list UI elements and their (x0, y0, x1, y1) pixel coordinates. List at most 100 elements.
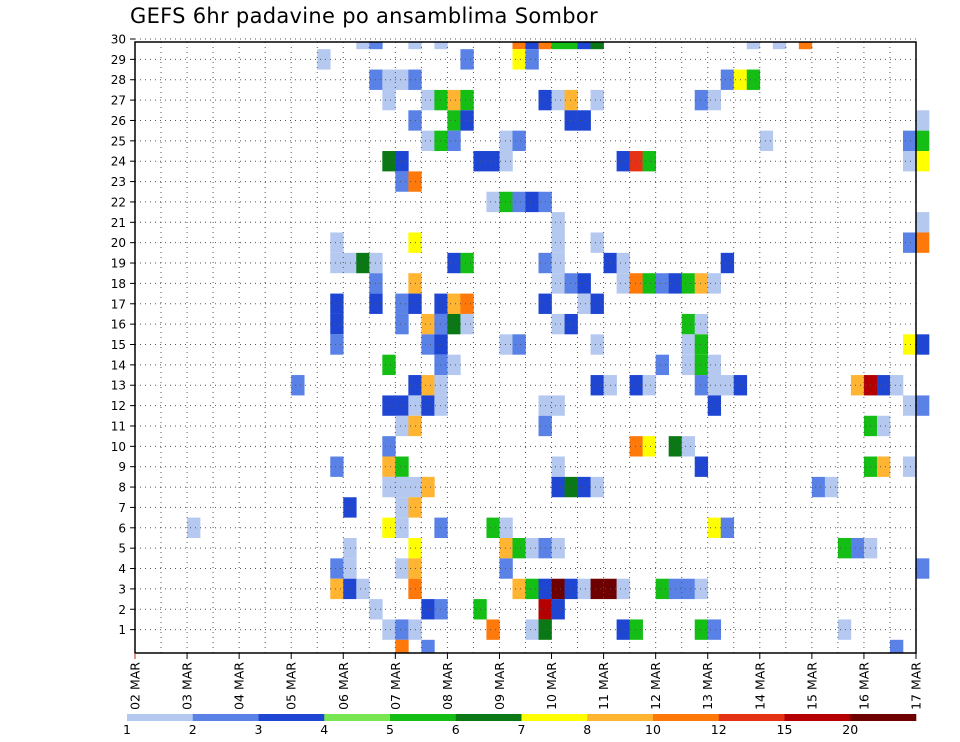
heatmap-cell (798, 42, 813, 50)
y-tick-label: 6 (118, 521, 126, 535)
heatmap-cell (902, 151, 917, 172)
heatmap-cell (564, 110, 578, 131)
heatmap-cell (772, 42, 787, 50)
y-tick-label: 16 (111, 318, 126, 332)
heatmap-cell (447, 293, 461, 314)
legend-swatch (390, 714, 457, 721)
heatmap-cell (330, 578, 344, 600)
heatmap-cell (616, 578, 630, 600)
heatmap-cell (642, 273, 656, 294)
heatmap-cell (916, 232, 930, 253)
y-tick-label: 11 (111, 419, 126, 433)
heatmap-cell (902, 395, 917, 416)
cells-layer (187, 42, 930, 653)
heatmap-cell (642, 436, 656, 457)
y-tick-label: 9 (118, 460, 126, 474)
heatmap-cell (824, 476, 839, 498)
legend-swatch (718, 714, 785, 721)
legend-swatch (850, 714, 917, 721)
heatmap-cell (499, 334, 513, 355)
heatmap-cell (395, 476, 409, 498)
heatmap-cell (343, 537, 357, 559)
heatmap-cell (694, 354, 709, 376)
heatmap-cell (395, 151, 409, 172)
heatmap-cell (876, 415, 891, 437)
heatmap-cell (382, 354, 396, 376)
heatmap-cell (499, 130, 513, 152)
heatmap-cell (369, 42, 383, 50)
heatmap-cell (564, 578, 578, 600)
heatmap-cell (590, 42, 604, 50)
heatmap-cell (629, 436, 643, 457)
heatmap-cell (681, 334, 696, 355)
heatmap-cell (330, 558, 344, 579)
x-tick-label: 12 MAR (648, 662, 663, 710)
heatmap-cell (382, 89, 396, 111)
legend-swatch (455, 714, 522, 721)
heatmap-cell (681, 313, 696, 335)
heatmap-cell (499, 558, 513, 579)
heatmap-cell (564, 273, 578, 294)
heatmap-cell (434, 293, 448, 314)
heatmap-cell (434, 599, 448, 620)
legend-swatch (127, 714, 194, 721)
heatmap-cell (889, 375, 904, 396)
y-tick-label: 10 (111, 440, 126, 454)
legend-label: 15 (777, 722, 793, 737)
heatmap-cell (499, 517, 513, 538)
heatmap-cell (525, 49, 539, 70)
heatmap-cell (694, 619, 709, 640)
heatmap-cell (720, 69, 735, 90)
heatmap-cell (551, 456, 565, 477)
y-tick-label: 21 (111, 216, 126, 230)
heatmap-cell (330, 334, 344, 355)
y-tick-label: 1 (118, 623, 126, 637)
heatmap-cell (707, 375, 722, 396)
heatmap-cell (655, 354, 669, 376)
heatmap-cell (551, 212, 565, 233)
x-tick-label: 13 MAR (700, 662, 715, 710)
heatmap-cell (460, 49, 474, 70)
heatmap-cell (655, 273, 669, 294)
y-tick-label: 30 (111, 33, 126, 47)
heatmap-cell (525, 537, 539, 559)
heatmap-cell (876, 375, 891, 396)
heatmap-cell (629, 273, 643, 294)
heatmap-cell (291, 375, 305, 396)
heatmap-cell (551, 232, 565, 253)
y-tick-label: 27 (111, 94, 126, 108)
x-tick-label: 15 MAR (804, 662, 819, 710)
heatmap-cell (499, 191, 513, 213)
heatmap-cell (577, 293, 591, 314)
y-tick-label: 18 (111, 277, 126, 291)
legend-label: 3 (255, 722, 263, 737)
heatmap-cell (629, 619, 643, 640)
heatmap-cell (694, 456, 709, 477)
heatmap-cell (694, 273, 709, 294)
legend-label: 2 (189, 722, 197, 737)
heatmap-cell (330, 293, 344, 314)
heatmap-cell (395, 558, 409, 579)
heatmap-cell (629, 151, 643, 172)
y-tick-label: 22 (111, 195, 126, 209)
heatmap-cell (421, 89, 435, 111)
x-tick-label: 08 MAR (440, 662, 455, 710)
heatmap-cell (382, 619, 396, 640)
heatmap-cell (590, 375, 604, 396)
heatmap-cell (551, 273, 565, 294)
heatmap-cell (382, 476, 396, 498)
heatmap-cell (902, 334, 917, 355)
heatmap-cell (577, 476, 591, 498)
heatmap-cell (382, 69, 396, 90)
heatmap-cell (499, 151, 513, 172)
heatmap-cell (902, 232, 917, 253)
heatmap-cell (577, 110, 591, 131)
heatmap-cell (551, 578, 565, 600)
heatmap-cell (551, 89, 565, 111)
legend-swatch (653, 714, 720, 721)
heatmap-cell (486, 619, 500, 640)
heatmap-cell (447, 313, 461, 335)
heatmap-cell (759, 130, 774, 152)
heatmap-cell (434, 395, 448, 416)
heatmap-cell (850, 537, 865, 559)
